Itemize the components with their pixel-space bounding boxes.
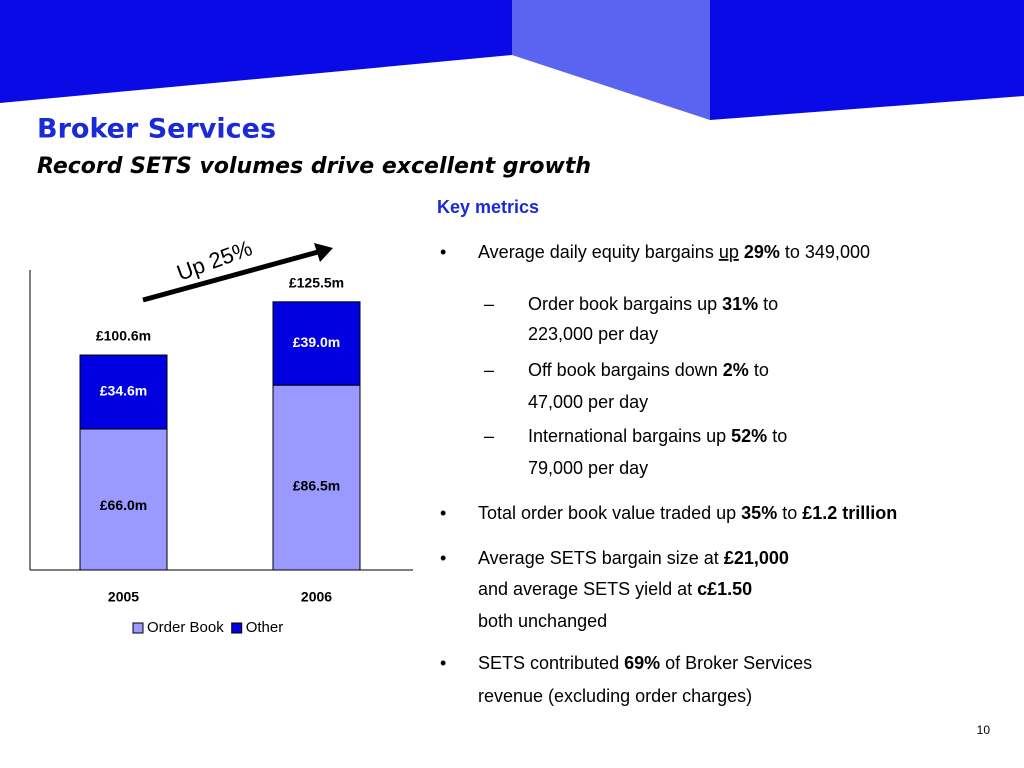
text-run: 29% [739,242,780,262]
text-run: 79,000 per day [528,458,648,478]
bullet-text: International bargains up 52% to [528,426,787,446]
bullet-text: Total order book value traded up 35% to … [478,503,897,523]
total-label: £100.6m [96,328,151,344]
bullet-marker: • [440,548,446,568]
bullet-marker: – [484,294,494,314]
data-label: £66.0m [100,497,147,513]
text-run: Total order book value traded up [478,503,741,523]
text-run: 52% [731,426,767,446]
legend-swatch [231,622,243,634]
legend-swatch [132,622,144,634]
header-band [512,0,710,120]
section-title: Key metrics [437,197,539,217]
text-run: to [758,294,778,314]
text-run: to [749,360,769,380]
text-run: Average SETS bargain size at [478,548,724,568]
text-run: 69% [624,653,660,673]
text-run: to [767,426,787,446]
text-run: 31% [722,294,758,314]
total-label: £125.5m [289,275,344,291]
text-run: 2% [723,360,749,380]
text-run: Average daily equity bargains [478,242,719,262]
x-tick-label: 2006 [301,589,332,605]
bullet-marker: – [484,426,494,446]
page-number: 10 [977,723,991,737]
subtitle: Record SETS volumes drive excellent grow… [37,154,591,179]
header-band [710,0,1024,120]
bullet-marker: • [440,242,446,262]
arrow-head [314,243,333,262]
bullet-marker: – [484,360,494,380]
text-run: of Broker Services [660,653,812,673]
header-band [0,0,512,103]
bullet-text: both unchanged [478,611,607,631]
text-run: and average SETS yield at [478,579,697,599]
text-run: revenue (excluding order charges) [478,686,752,706]
bullet-text: Order book bargains up 31% to [528,294,778,314]
data-label: £39.0m [293,334,340,350]
legend-label: Other [246,619,284,636]
bar-segment [272,301,361,386]
x-tick-label: 2005 [108,589,139,605]
text-run: International bargains up [528,426,731,446]
text-run: £1.2 trillion [802,503,897,523]
text-run: SETS contributed [478,653,624,673]
text-run: 47,000 per day [528,392,648,412]
title: Broker Services [37,114,276,145]
bullet-text: 47,000 per day [528,392,648,412]
bar-segment [272,384,361,571]
bullet-text: 79,000 per day [528,458,648,478]
text-run: to 349,000 [780,242,870,262]
bullet-text: Off book bargains down 2% to [528,360,769,380]
legend-label: Order Book [147,619,224,636]
bar-segment [79,354,168,430]
data-label: £86.5m [293,478,340,494]
bullet-text: 223,000 per day [528,324,658,344]
bullet-text: and average SETS yield at c£1.50 [478,579,752,599]
bullet-marker: • [440,653,446,673]
text-run: Off book bargains down [528,360,723,380]
bullet-text: Average daily equity bargains up 29% to … [478,242,870,262]
text-run: up [719,242,739,262]
growth-arrow [142,249,319,303]
text-run: £21,000 [724,548,789,568]
text-run: both unchanged [478,611,607,631]
bullet-text: SETS contributed 69% of Broker Services [478,653,812,673]
data-label: £34.6m [100,383,147,399]
text-run: Order book bargains up [528,294,722,314]
text-run: 223,000 per day [528,324,658,344]
text-run: c£1.50 [697,579,752,599]
bullet-text: Average SETS bargain size at £21,000 [478,548,789,568]
bullet-marker: • [440,503,446,523]
bullet-text: revenue (excluding order charges) [478,686,752,706]
text-run: to [777,503,802,523]
text-run: 35% [741,503,777,523]
